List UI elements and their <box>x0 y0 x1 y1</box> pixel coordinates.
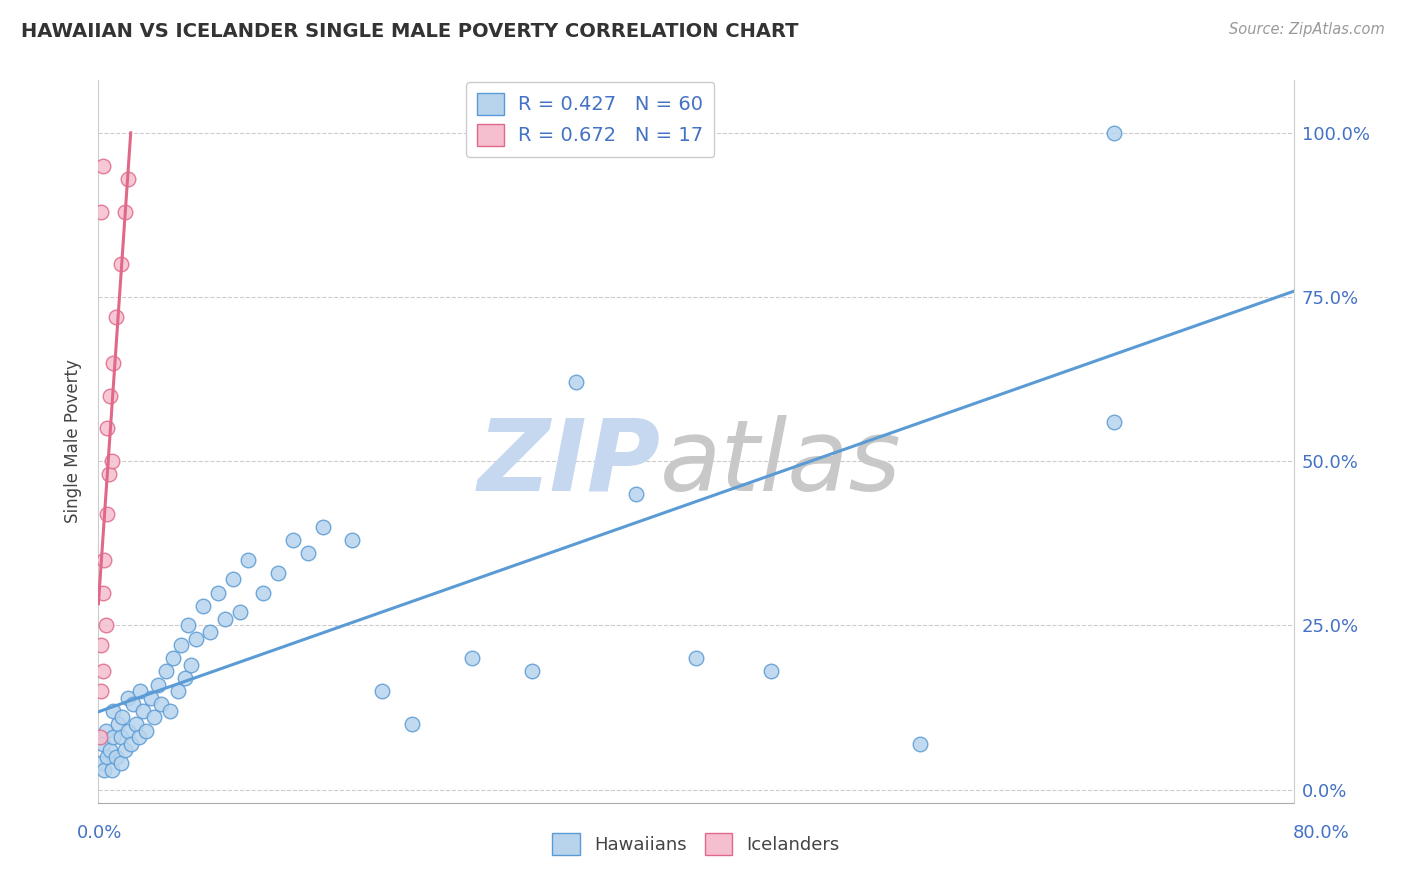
Point <box>148 677 170 691</box>
Point <box>236 553 259 567</box>
Point <box>311 520 333 534</box>
Point <box>90 756 112 771</box>
Point <box>200 625 222 640</box>
Text: 80.0%: 80.0% <box>1294 824 1350 842</box>
Point <box>139 690 162 705</box>
Point <box>191 599 214 613</box>
Point <box>281 533 304 547</box>
Point <box>222 573 245 587</box>
Point <box>132 704 155 718</box>
Text: atlas: atlas <box>661 415 901 512</box>
Point <box>685 651 707 665</box>
Text: Source: ZipAtlas.com: Source: ZipAtlas.com <box>1229 22 1385 37</box>
Point <box>103 730 125 744</box>
Point <box>214 612 236 626</box>
Point <box>1104 415 1126 429</box>
Point <box>101 454 124 468</box>
Point <box>90 638 112 652</box>
Point <box>128 730 150 744</box>
Point <box>177 618 200 632</box>
Y-axis label: Single Male Poverty: Single Male Poverty <box>65 359 83 524</box>
Point <box>565 376 588 390</box>
Point <box>90 684 112 698</box>
Point <box>105 310 128 324</box>
Point <box>908 737 931 751</box>
Point <box>142 710 165 724</box>
Point <box>114 743 136 757</box>
Point <box>166 684 188 698</box>
Point <box>252 585 274 599</box>
Point <box>96 507 118 521</box>
Point <box>91 737 114 751</box>
Point <box>96 421 118 435</box>
Point <box>135 723 157 738</box>
Point <box>103 356 125 370</box>
Point <box>91 585 114 599</box>
Point <box>93 553 115 567</box>
Point <box>655 126 678 140</box>
Point <box>117 690 139 705</box>
Point <box>174 671 197 685</box>
Point <box>229 605 252 619</box>
Point <box>94 618 117 632</box>
Point <box>207 585 229 599</box>
Point <box>91 665 114 679</box>
Point <box>111 710 134 724</box>
Legend: Hawaiians, Icelanders: Hawaiians, Icelanders <box>546 826 846 863</box>
Point <box>89 730 111 744</box>
Point <box>129 684 152 698</box>
Point <box>626 487 648 501</box>
Point <box>94 723 117 738</box>
Text: 0.0%: 0.0% <box>77 824 122 842</box>
Point <box>162 651 184 665</box>
Point <box>125 717 148 731</box>
Point <box>169 638 191 652</box>
Point <box>150 698 173 712</box>
Point <box>159 704 181 718</box>
Point <box>180 657 202 672</box>
Point <box>107 717 129 731</box>
Point <box>110 756 132 771</box>
Point <box>371 684 394 698</box>
Point <box>103 704 125 718</box>
Point <box>97 467 120 482</box>
Point <box>110 730 132 744</box>
Point <box>342 533 364 547</box>
Point <box>297 546 319 560</box>
Point <box>759 665 782 679</box>
Point <box>155 665 177 679</box>
Point <box>91 159 114 173</box>
Point <box>520 665 543 679</box>
Point <box>401 717 423 731</box>
Point <box>105 749 128 764</box>
Point <box>184 632 207 646</box>
Text: HAWAIIAN VS ICELANDER SINGLE MALE POVERTY CORRELATION CHART: HAWAIIAN VS ICELANDER SINGLE MALE POVERT… <box>21 22 799 41</box>
Point <box>93 763 115 777</box>
Point <box>461 651 484 665</box>
Point <box>114 204 136 219</box>
Point <box>90 204 112 219</box>
Point <box>117 723 139 738</box>
Point <box>267 566 290 580</box>
Point <box>121 698 143 712</box>
Text: ZIP: ZIP <box>477 415 661 512</box>
Point <box>1104 126 1126 140</box>
Point <box>98 743 122 757</box>
Point <box>120 737 142 751</box>
Point <box>117 171 139 186</box>
Point <box>96 749 118 764</box>
Point <box>98 388 122 402</box>
Point <box>101 763 124 777</box>
Point <box>110 257 132 271</box>
